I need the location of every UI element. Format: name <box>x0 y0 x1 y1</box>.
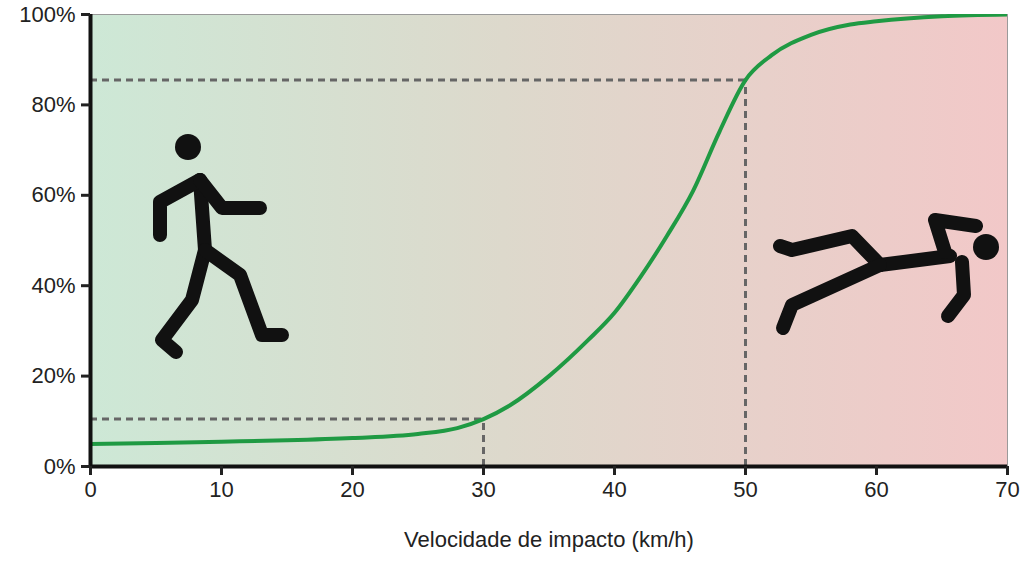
svg-text:70: 70 <box>995 477 1019 502</box>
svg-text:0: 0 <box>84 477 96 502</box>
svg-text:30: 30 <box>471 477 495 502</box>
svg-text:80%: 80% <box>31 92 75 117</box>
svg-text:60: 60 <box>864 477 888 502</box>
svg-text:Velocidade de impacto (km/h): Velocidade de impacto (km/h) <box>404 527 694 552</box>
svg-text:100%: 100% <box>19 2 75 27</box>
svg-text:40: 40 <box>602 477 626 502</box>
svg-text:60%: 60% <box>31 182 75 207</box>
svg-text:40%: 40% <box>31 273 75 298</box>
svg-text:10: 10 <box>209 477 233 502</box>
svg-text:20: 20 <box>340 477 364 502</box>
svg-text:0%: 0% <box>44 454 76 479</box>
svg-text:50: 50 <box>733 477 757 502</box>
svg-text:20%: 20% <box>31 363 75 388</box>
